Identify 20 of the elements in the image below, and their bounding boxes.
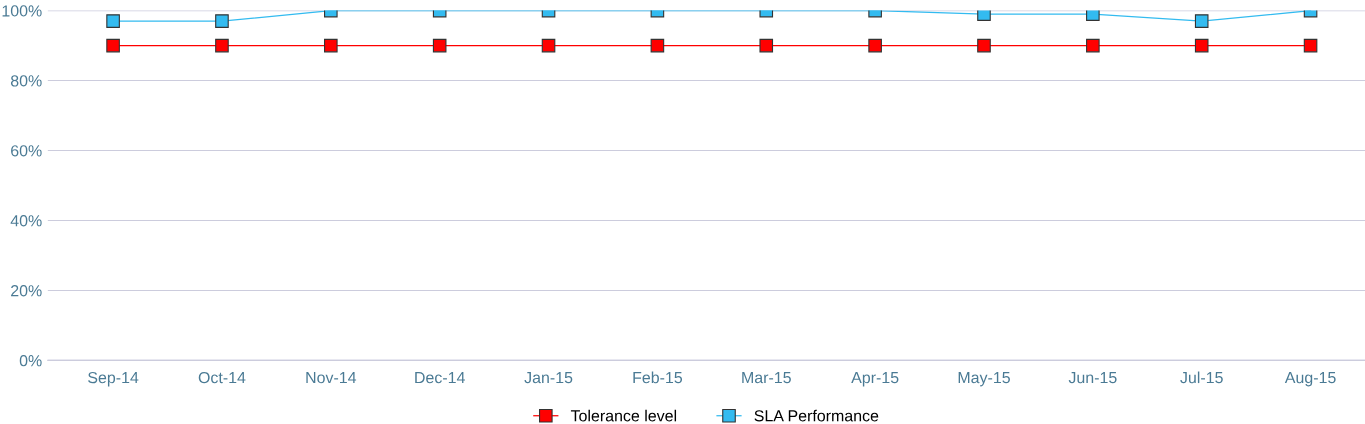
x-tick-label: Feb-15 — [633, 371, 683, 384]
y-tick-label: 20% — [11, 285, 42, 297]
x-tick-label: Sep-14 — [88, 371, 139, 387]
x-tick-label: Jul-15 — [1180, 371, 1223, 384]
legend-label: SLA Performance — [754, 409, 879, 422]
y-tick-label: 60% — [11, 145, 42, 157]
y-tick-label: 100% — [2, 5, 42, 17]
y-tick-label: 80% — [10, 75, 42, 87]
x-tick-label: May-15 — [958, 372, 1010, 387]
y-tick-label: 40% — [10, 215, 42, 227]
x-tick-label: Oct-14 — [198, 371, 246, 384]
x-tick-label: Dec-14 — [415, 372, 465, 384]
x-tick-label: Jun-15 — [1068, 372, 1117, 384]
y-tick-label: 0% — [19, 355, 42, 367]
x-tick-label: Nov-14 — [306, 372, 357, 384]
x-tick-label: Jan-15 — [524, 372, 573, 384]
x-tick-label: Aug-15 — [1284, 372, 1336, 387]
x-tick-label: Mar-15 — [742, 372, 791, 384]
x-tick-label: Apr-15 — [851, 372, 899, 387]
legend-label: Tolerance level — [570, 409, 677, 422]
